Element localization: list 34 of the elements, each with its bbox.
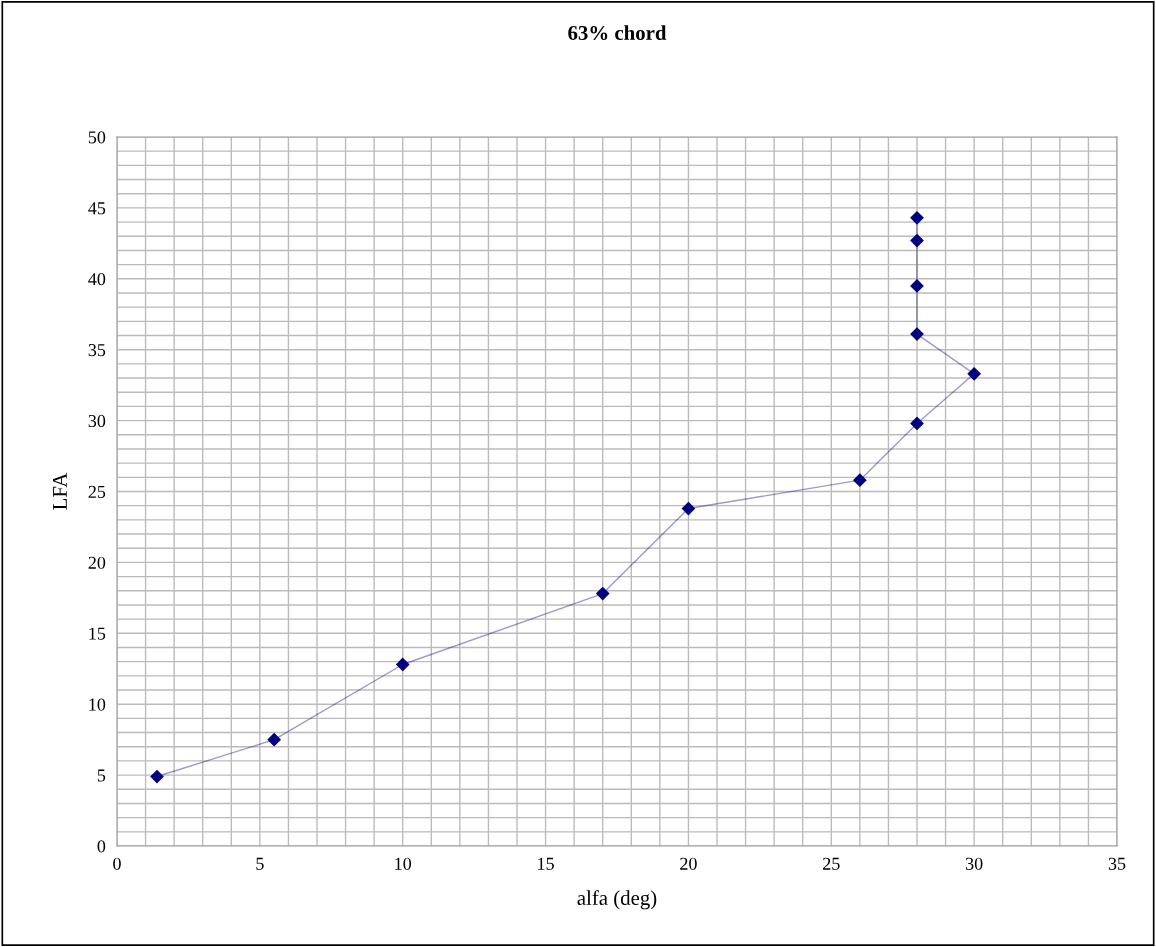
- point: [910, 233, 924, 248]
- point: [853, 473, 867, 487]
- x-tick-label: 25: [823, 857, 840, 870]
- x-tick-label: 15: [538, 857, 554, 870]
- y-tick-label: 20: [88, 556, 106, 569]
- y-tick-label: 25: [88, 485, 106, 498]
- point: [910, 211, 924, 225]
- x-tick-label: 20: [680, 857, 697, 870]
- point: [910, 327, 924, 341]
- point: [910, 279, 924, 293]
- x-axis-title: alfa (deg): [577, 890, 657, 910]
- y-tick-label: 10: [89, 698, 106, 711]
- x-tick-label: 35: [1108, 857, 1126, 870]
- x-tick-label: 0: [113, 857, 121, 870]
- point: [267, 733, 281, 747]
- point: [910, 416, 924, 431]
- y-tick-label: 35: [88, 344, 106, 357]
- y-tick-label: 15: [89, 627, 106, 640]
- y-tick-label: 40: [88, 273, 106, 286]
- x-tick-label: 5: [256, 857, 264, 870]
- point: [396, 657, 410, 672]
- y-tick-label: 50: [88, 131, 106, 144]
- y-tick-label: 5: [97, 769, 106, 782]
- point: [967, 367, 981, 381]
- point: [150, 769, 164, 784]
- y-axis-title: LFA: [52, 472, 67, 510]
- x-tick-label: 30: [965, 857, 983, 870]
- point: [596, 587, 610, 601]
- x-tick-label: 10: [395, 857, 412, 870]
- y-tick-label: 0: [97, 840, 106, 853]
- point: [681, 501, 696, 516]
- y-tick-label: 30: [88, 414, 106, 428]
- chart-title: 63% chord: [568, 25, 667, 41]
- y-tick-label: 45: [88, 202, 106, 215]
